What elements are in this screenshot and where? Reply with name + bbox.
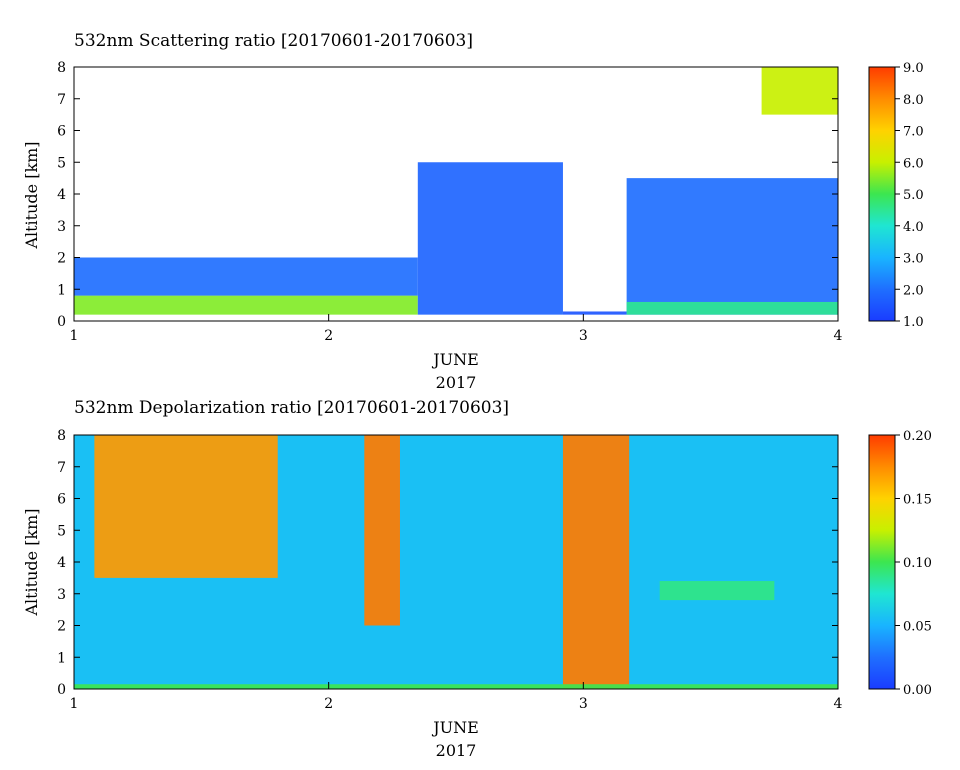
y-tick-label: 7 <box>57 460 66 476</box>
heatmap-region <box>364 435 400 626</box>
y-tick-label: 6 <box>57 124 66 140</box>
colorbar-tick-label: 1.0 <box>903 315 924 330</box>
x-tick-label: 4 <box>834 328 843 344</box>
depolarization-ratio-panel: 532nm Depolarization ratio [20170601-201… <box>22 398 932 760</box>
depolarization-xlabel-year: 2017 <box>436 741 477 760</box>
y-tick-label: 8 <box>57 60 66 76</box>
colorbar-tick-label: 0.20 <box>903 429 932 444</box>
heatmap-region <box>659 581 775 601</box>
y-tick-label: 2 <box>57 619 66 635</box>
y-tick-label: 5 <box>57 155 66 171</box>
heatmap-region <box>417 162 563 315</box>
depolarization-colorbar: 0.00 0.05 0.10 0.15 0.20 <box>868 429 932 698</box>
x-tick-label: 1 <box>70 328 79 344</box>
heatmap-region <box>74 257 418 296</box>
x-tick-label: 3 <box>579 696 588 712</box>
x-tick-label: 1 <box>70 696 79 712</box>
y-tick-label: 2 <box>57 251 66 267</box>
y-tick-label: 3 <box>57 587 66 603</box>
colorbar-tick-label: 0.15 <box>903 493 932 508</box>
y-tick-label: 0 <box>57 682 66 698</box>
colorbar-tick-label: 3.0 <box>903 252 924 267</box>
scattering-xlabel-month: JUNE <box>431 350 479 369</box>
y-tick-label: 1 <box>57 650 66 666</box>
y-tick-label: 7 <box>57 92 66 108</box>
x-tick-label: 4 <box>834 696 843 712</box>
x-tick-label: 2 <box>324 696 333 712</box>
colorbar-tick-label: 9.0 <box>903 61 924 76</box>
y-tick-label: 0 <box>57 314 66 330</box>
heatmap-region <box>562 435 630 689</box>
x-tick-label: 2 <box>324 328 333 344</box>
depolarization-ylabel: Altitude [km] <box>22 508 41 616</box>
colorbar-tick-label: 4.0 <box>903 220 924 235</box>
colorbar-tick-label: 0.00 <box>903 683 932 698</box>
depolarization-xlabel-month: JUNE <box>431 718 479 737</box>
scattering-title: 532nm Scattering ratio [20170601-2017060… <box>74 31 473 51</box>
y-tick-label: 3 <box>57 219 66 235</box>
y-tick-label: 6 <box>57 492 66 508</box>
colorbar-gradient <box>868 66 896 322</box>
depolarization-title: 532nm Depolarization ratio [20170601-201… <box>74 398 509 418</box>
colorbar-tick-label: 6.0 <box>903 156 924 171</box>
scattering-xlabel-year: 2017 <box>436 373 477 392</box>
scattering-colorbar: 1.0 2.0 3.0 4.0 5.0 6.0 7.0 8.0 9.0 <box>868 61 924 330</box>
y-tick-label: 5 <box>57 523 66 539</box>
colorbar-tick-label: 5.0 <box>903 188 924 203</box>
colorbar-tick-label: 0.10 <box>903 556 932 571</box>
depolarization-heatmap-layer <box>73 434 839 690</box>
scattering-ylabel: Altitude [km] <box>22 141 41 249</box>
heatmap-region <box>761 67 838 115</box>
heatmap-region <box>74 684 838 689</box>
colorbar-gradient <box>868 434 896 690</box>
scattering-heatmap-layer <box>73 66 839 322</box>
x-tick-label: 3 <box>579 328 588 344</box>
colorbar-tick-label: 2.0 <box>903 283 924 298</box>
colorbar-tick-label: 0.05 <box>903 620 932 635</box>
heatmap-region <box>94 435 278 578</box>
y-tick-label: 4 <box>57 555 66 571</box>
heatmap-region <box>562 311 627 315</box>
colorbar-tick-label: 7.0 <box>903 125 924 140</box>
heatmap-region <box>74 295 418 315</box>
colorbar-tick-label: 8.0 <box>903 93 924 108</box>
heatmap-region <box>626 301 838 315</box>
y-tick-label: 8 <box>57 428 66 444</box>
y-tick-label: 1 <box>57 282 66 298</box>
heatmap-region <box>626 178 838 315</box>
y-tick-label: 4 <box>57 187 66 203</box>
scattering-ratio-panel: 532nm Scattering ratio [20170601-2017060… <box>22 31 924 392</box>
